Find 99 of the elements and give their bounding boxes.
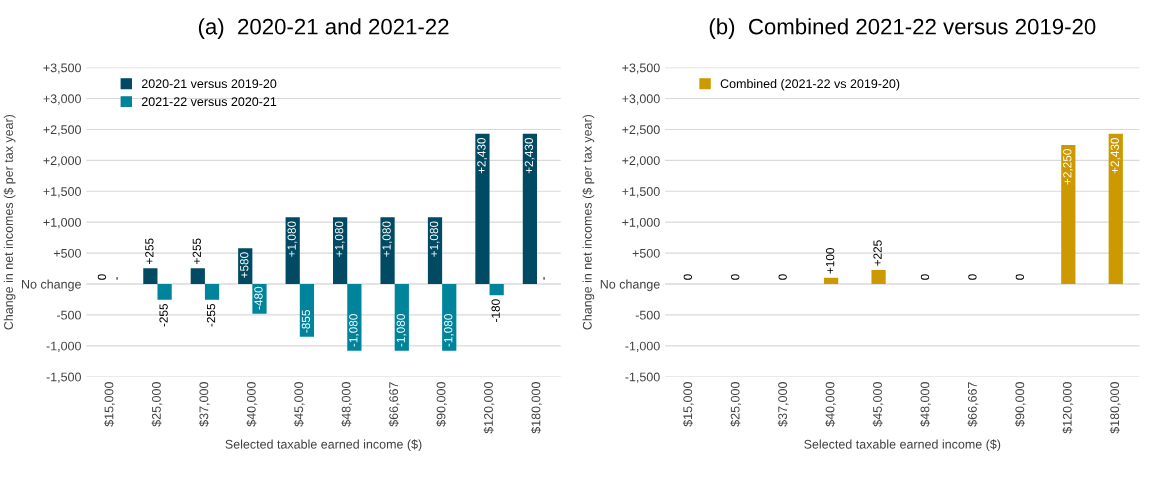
data-label: +100 (825, 247, 835, 274)
data-label: +2,430 (524, 137, 535, 174)
y-tick-label: +1,500 (43, 187, 81, 198)
y-tick-label: No change (22, 279, 81, 292)
data-label: -180 (491, 299, 500, 322)
bar (442, 284, 457, 351)
data-label: +255 (192, 238, 201, 264)
y-tick-label: +1,000 (43, 217, 81, 229)
y-tick-label: +3,000 (43, 94, 81, 105)
x-axis-title: Selected taxable earned income ($) (804, 439, 1001, 452)
y-tick-label: +500 (632, 248, 660, 258)
x-tick-label: $180,000 (1109, 382, 1121, 434)
bar (871, 270, 886, 284)
data-label: +2,250 (1063, 149, 1073, 185)
data-label: - (116, 276, 118, 280)
y-tick-label: +2,500 (622, 125, 660, 136)
data-label: +1,080 (382, 221, 393, 257)
bar (143, 268, 158, 284)
bar (157, 284, 172, 300)
data-label: +1,080 (429, 221, 440, 257)
bar (285, 217, 300, 284)
data-label: +255 (145, 238, 154, 264)
y-tick-label: -1,000 (625, 341, 660, 352)
bar (252, 284, 267, 314)
bar (522, 133, 537, 284)
bar (1061, 144, 1076, 284)
x-tick-label: $90,000 (1014, 382, 1026, 427)
bar (1108, 133, 1123, 284)
data-label: -1,080 (444, 314, 454, 347)
data-label: -1,080 (349, 314, 359, 347)
y-tick-label: -500 (635, 310, 660, 320)
y-tick-label: +3,000 (622, 94, 660, 105)
y-tick-label: -1,500 (46, 372, 81, 383)
x-tick-label: $120,000 (1062, 382, 1074, 434)
y-tick-label: +2,500 (43, 125, 81, 136)
data-label: 0 (778, 274, 787, 280)
y-tick-label: +2,000 (43, 156, 81, 167)
data-label: +1,080 (287, 221, 298, 257)
data-label: 0 (1015, 274, 1025, 280)
bar (347, 284, 362, 351)
data-label: -855 (301, 310, 311, 333)
data-label: +580 (240, 252, 249, 278)
data-label: -255 (159, 303, 168, 327)
bar (380, 217, 395, 284)
data-label: 0 (97, 274, 107, 280)
x-tick-label: $48,000 (341, 382, 353, 427)
x-tick-label: $25,000 (730, 382, 742, 427)
y-tick-label: +500 (53, 248, 81, 258)
data-label: +2,430 (477, 137, 488, 174)
y-axis-title: Change in net incomes ($ per tax year) (582, 114, 595, 330)
data-label: +225 (873, 240, 882, 266)
data-label: 0 (920, 274, 930, 280)
x-tick-label: $180,000 (530, 382, 542, 434)
data-label: -1,080 (396, 314, 407, 347)
legend-label: Combined (2021-22 vs 2019-20) (720, 78, 900, 91)
bar (299, 284, 315, 337)
x-axis-title: Selected taxable earned income ($) (225, 439, 422, 452)
x-tick-label: $40,000 (825, 382, 836, 427)
y-tick-label: -1,500 (625, 372, 660, 383)
data-label: -480 (254, 286, 263, 310)
x-tick-label: $15,000 (104, 382, 115, 427)
x-tick-label: $66,667 (967, 382, 979, 427)
data-label: - (543, 276, 545, 280)
bar (394, 284, 409, 351)
x-tick-label: $120,000 (483, 382, 495, 434)
x-tick-label: $37,000 (198, 382, 210, 427)
y-tick-label: +3,500 (43, 63, 81, 74)
legend-label: 2021-22 versus 2020-21 (141, 97, 277, 107)
y-tick-label: +1,000 (622, 217, 660, 229)
x-tick-label: $45,000 (293, 382, 305, 427)
data-label: 0 (683, 274, 692, 280)
y-tick-label: -500 (57, 310, 81, 320)
y-tick-label: +3,500 (622, 63, 660, 74)
data-label: +2,430 (1110, 137, 1121, 174)
chart-title: (a) 2020-21 and 2021-22 (198, 18, 449, 39)
chart-title: (b) Combined 2021-22 versus 2019-20 (709, 18, 1096, 39)
y-tick-label: -1,000 (46, 341, 81, 352)
y-tick-label: +2,000 (622, 156, 660, 167)
x-tick-label: $40,000 (246, 382, 258, 427)
y-tick-label: +1,500 (622, 187, 660, 198)
legend-label: 2020-21 versus 2019-20 (141, 79, 277, 89)
x-tick-label: $45,000 (872, 382, 884, 427)
x-tick-label: $15,000 (682, 382, 694, 427)
x-tick-label: $90,000 (436, 382, 447, 427)
bar (204, 284, 220, 300)
y-axis-title: Change in net incomes ($ per tax year) (3, 114, 16, 330)
x-tick-label: $37,000 (777, 382, 789, 427)
y-tick-label: No change (600, 279, 660, 292)
bar (190, 268, 205, 284)
bar (489, 284, 504, 296)
x-tick-label: $25,000 (151, 382, 163, 427)
data-label: 0 (968, 274, 977, 280)
bar (824, 277, 839, 284)
data-label: 0 (731, 274, 740, 280)
data-label: +1,080 (334, 221, 345, 257)
data-label: -255 (206, 303, 216, 327)
bar (475, 133, 490, 284)
x-tick-label: $48,000 (919, 382, 931, 427)
x-tick-label: $66,667 (388, 382, 400, 427)
